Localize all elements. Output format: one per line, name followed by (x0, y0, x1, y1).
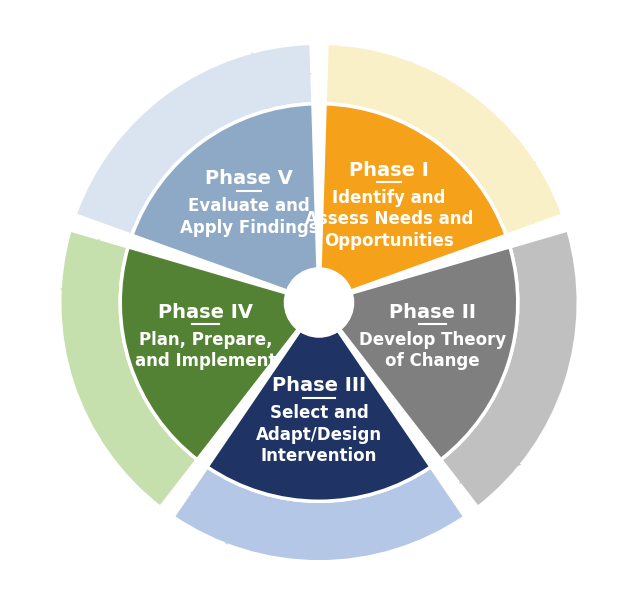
Text: Phase III: Phase III (272, 376, 366, 395)
Text: Phase V: Phase V (205, 169, 293, 188)
Wedge shape (325, 44, 563, 235)
Text: Plan, Prepare,
and Implement: Plan, Prepare, and Implement (135, 331, 276, 370)
Wedge shape (75, 44, 313, 235)
Polygon shape (190, 488, 249, 545)
Text: Select and
Adapt/Design
Intervention: Select and Adapt/Design Intervention (256, 404, 382, 465)
Polygon shape (486, 160, 536, 225)
Polygon shape (60, 238, 121, 293)
Text: Phase II: Phase II (389, 302, 476, 322)
Text: Evaluate and
Apply Findings: Evaluate and Apply Findings (179, 197, 318, 237)
Text: Identify and
Assess Needs and
Opportunities: Identify and Assess Needs and Opportunit… (305, 189, 473, 250)
Wedge shape (60, 230, 197, 508)
Circle shape (285, 268, 353, 337)
Wedge shape (132, 104, 319, 302)
Wedge shape (207, 302, 431, 502)
Wedge shape (173, 467, 465, 562)
Text: Phase IV: Phase IV (158, 302, 253, 322)
Polygon shape (459, 427, 521, 483)
Polygon shape (251, 53, 312, 111)
Wedge shape (319, 247, 518, 460)
Wedge shape (441, 230, 578, 508)
Wedge shape (120, 247, 319, 460)
Wedge shape (319, 104, 506, 302)
Text: Develop Theory
of Change: Develop Theory of Change (359, 331, 506, 370)
Text: Phase I: Phase I (349, 160, 429, 180)
